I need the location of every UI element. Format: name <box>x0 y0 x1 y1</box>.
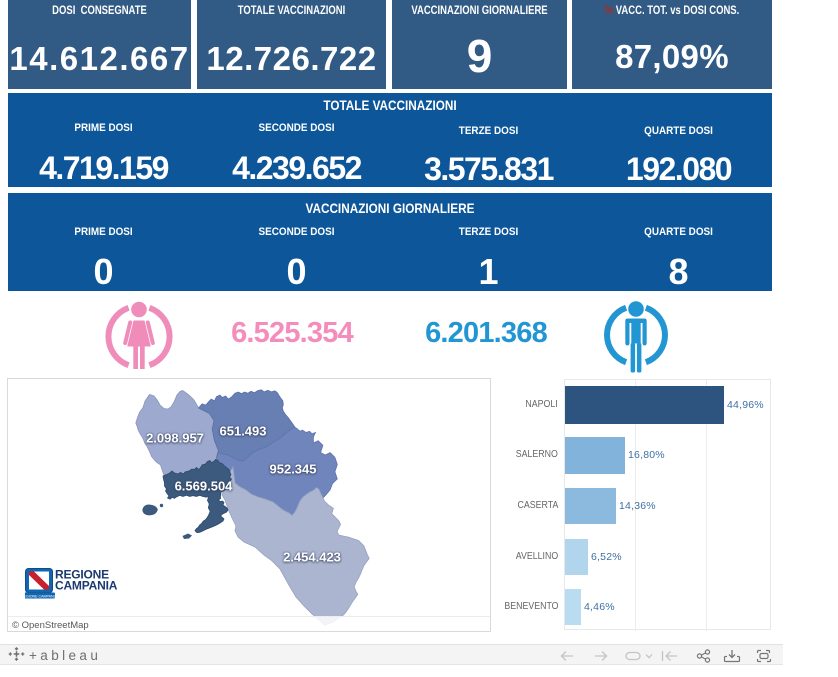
svg-text:REGIONE: REGIONE <box>55 568 109 582</box>
svg-text:CAMPANIA: CAMPANIA <box>55 579 118 593</box>
svg-text:651.493: 651.493 <box>220 424 267 439</box>
svg-text:2.098.957: 2.098.957 <box>146 431 204 446</box>
svg-text:952.345: 952.345 <box>270 462 317 477</box>
svg-text:REGIONE CAMPANIA: REGIONE CAMPANIA <box>25 594 58 598</box>
svg-text:2.454.423: 2.454.423 <box>283 550 341 565</box>
svg-text:6.569.504: 6.569.504 <box>175 479 234 494</box>
